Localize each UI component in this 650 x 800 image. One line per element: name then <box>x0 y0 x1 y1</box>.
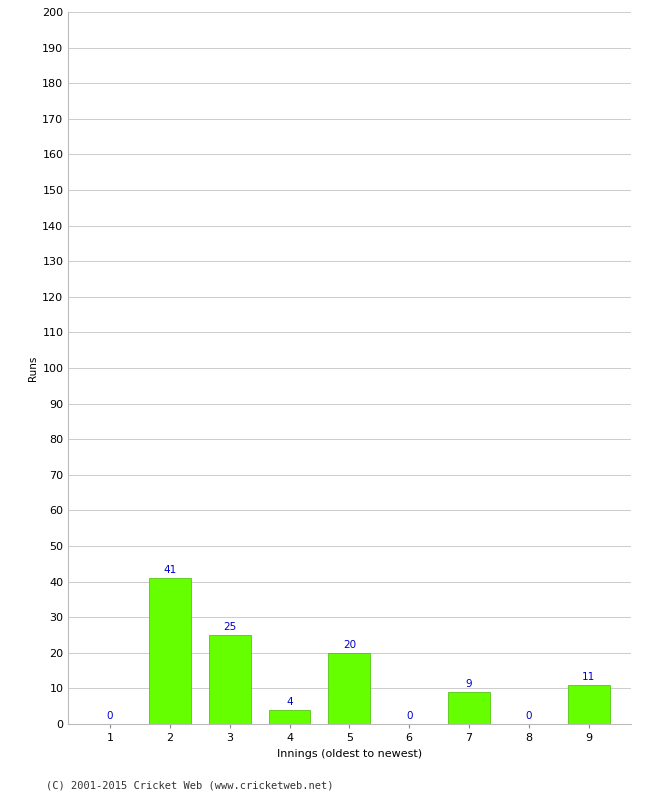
Bar <box>268 710 311 724</box>
Text: (C) 2001-2015 Cricket Web (www.cricketweb.net): (C) 2001-2015 Cricket Web (www.cricketwe… <box>46 781 333 790</box>
Text: 25: 25 <box>223 622 237 632</box>
Bar <box>448 692 490 724</box>
Text: 9: 9 <box>465 679 473 689</box>
Bar <box>567 685 610 724</box>
Text: 41: 41 <box>163 565 177 575</box>
Text: 20: 20 <box>343 640 356 650</box>
Text: 0: 0 <box>406 711 413 721</box>
Text: 11: 11 <box>582 672 595 682</box>
Text: 4: 4 <box>286 697 293 707</box>
Bar <box>328 653 370 724</box>
Bar <box>209 635 251 724</box>
X-axis label: Innings (oldest to newest): Innings (oldest to newest) <box>277 749 422 758</box>
Text: 0: 0 <box>526 711 532 721</box>
Text: 0: 0 <box>107 711 113 721</box>
Y-axis label: Runs: Runs <box>28 355 38 381</box>
Bar <box>149 578 191 724</box>
